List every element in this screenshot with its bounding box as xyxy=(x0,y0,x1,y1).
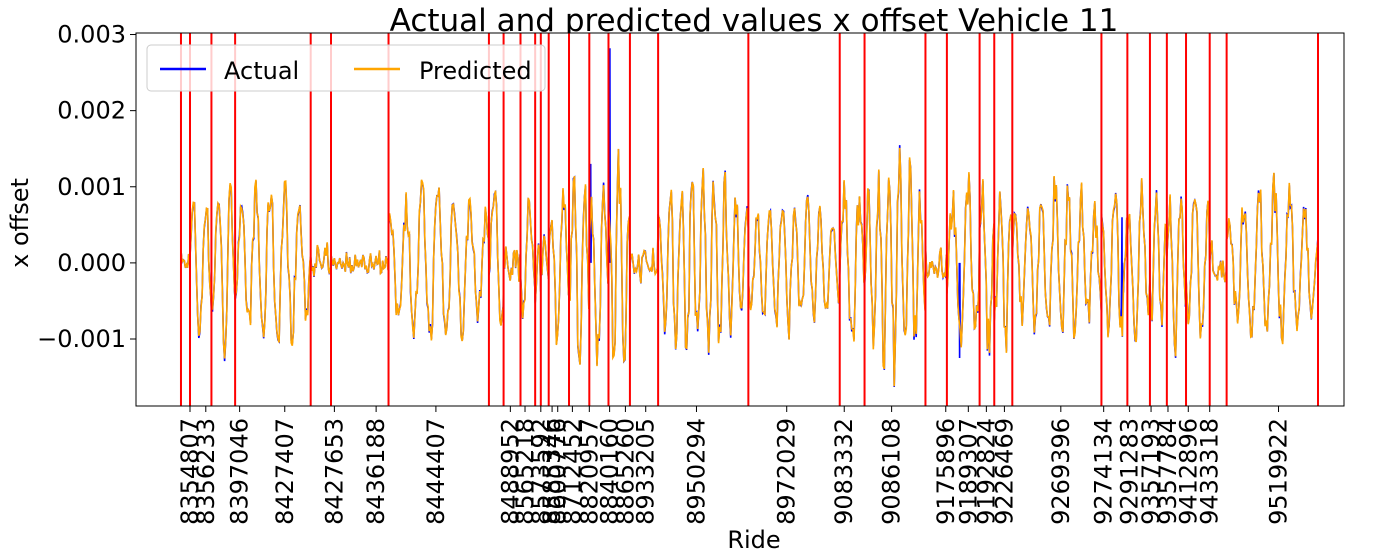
x-axis-label: Ride xyxy=(727,526,780,554)
y-tick-label: 0.003 xyxy=(57,21,126,49)
x-tick-label: 8600776 xyxy=(544,418,572,525)
x-tick-label: 8488952 xyxy=(496,418,524,525)
x-tick-label: 8427653 xyxy=(320,418,348,525)
x-tick-label: 9086108 xyxy=(878,418,906,525)
x-tick-label: 8972029 xyxy=(773,418,801,525)
y-tick-label: 0.000 xyxy=(57,249,126,277)
x-tick-label: 8354807 xyxy=(176,418,204,525)
x-tick-label: 9192824 xyxy=(972,418,1000,525)
plot-frame xyxy=(135,32,1345,407)
legend-label-predicted: Predicted xyxy=(419,57,532,85)
x-tick-label: 9433318 xyxy=(1196,418,1224,525)
x-tick-label: 9083332 xyxy=(830,418,858,525)
legend: Actual Predicted xyxy=(146,44,546,92)
y-tick-label: 0.001 xyxy=(57,173,126,201)
x-tick-label: 9357784 xyxy=(1154,418,1182,525)
x-tick-label: 9269396 xyxy=(1047,418,1075,525)
x-tick-label: 8865260 xyxy=(611,418,639,525)
x-tick-label: 9189307 xyxy=(954,418,982,525)
x-tick-label: 9357193 xyxy=(1137,418,1165,525)
x-tick-label: 8397046 xyxy=(226,418,254,525)
y-axis-ticks: −0.001 0.000 0.001 0.002 0.003 xyxy=(37,21,136,353)
x-tick-label: 8444407 xyxy=(422,418,450,525)
x-tick-label: 8820957 xyxy=(575,418,603,525)
legend-box xyxy=(146,44,546,92)
x-tick-label: 8585346 xyxy=(538,418,566,525)
x-tick-label: 8573592 xyxy=(527,418,555,525)
y-tick-label: −0.001 xyxy=(37,325,126,353)
y-tick-label: 0.002 xyxy=(57,97,126,125)
x-tick-label: 9175896 xyxy=(932,418,960,525)
legend-label-actual: Actual xyxy=(224,57,299,85)
x-tick-label: 9519922 xyxy=(1265,418,1293,525)
x-tick-label: 8950294 xyxy=(682,418,710,525)
y-axis-label: x offset xyxy=(6,178,34,268)
x-tick-label: 8565218 xyxy=(511,418,539,525)
x-tick-label: 8436188 xyxy=(362,418,390,525)
ride-boundaries xyxy=(179,33,1319,406)
x-tick-label: 9291283 xyxy=(1116,418,1144,525)
x-tick-label: 8712452 xyxy=(558,418,586,525)
x-tick-label: 8356233 xyxy=(192,418,220,525)
x-tick-label: 8840160 xyxy=(596,418,624,525)
x-tick-label: 9226469 xyxy=(990,418,1018,525)
x-tick-label: 9274134 xyxy=(1090,418,1118,525)
x-tick-label: 8933205 xyxy=(632,418,660,525)
x-tick-label: 8427407 xyxy=(271,418,299,525)
x-tick-label: 9412896 xyxy=(1174,418,1202,525)
